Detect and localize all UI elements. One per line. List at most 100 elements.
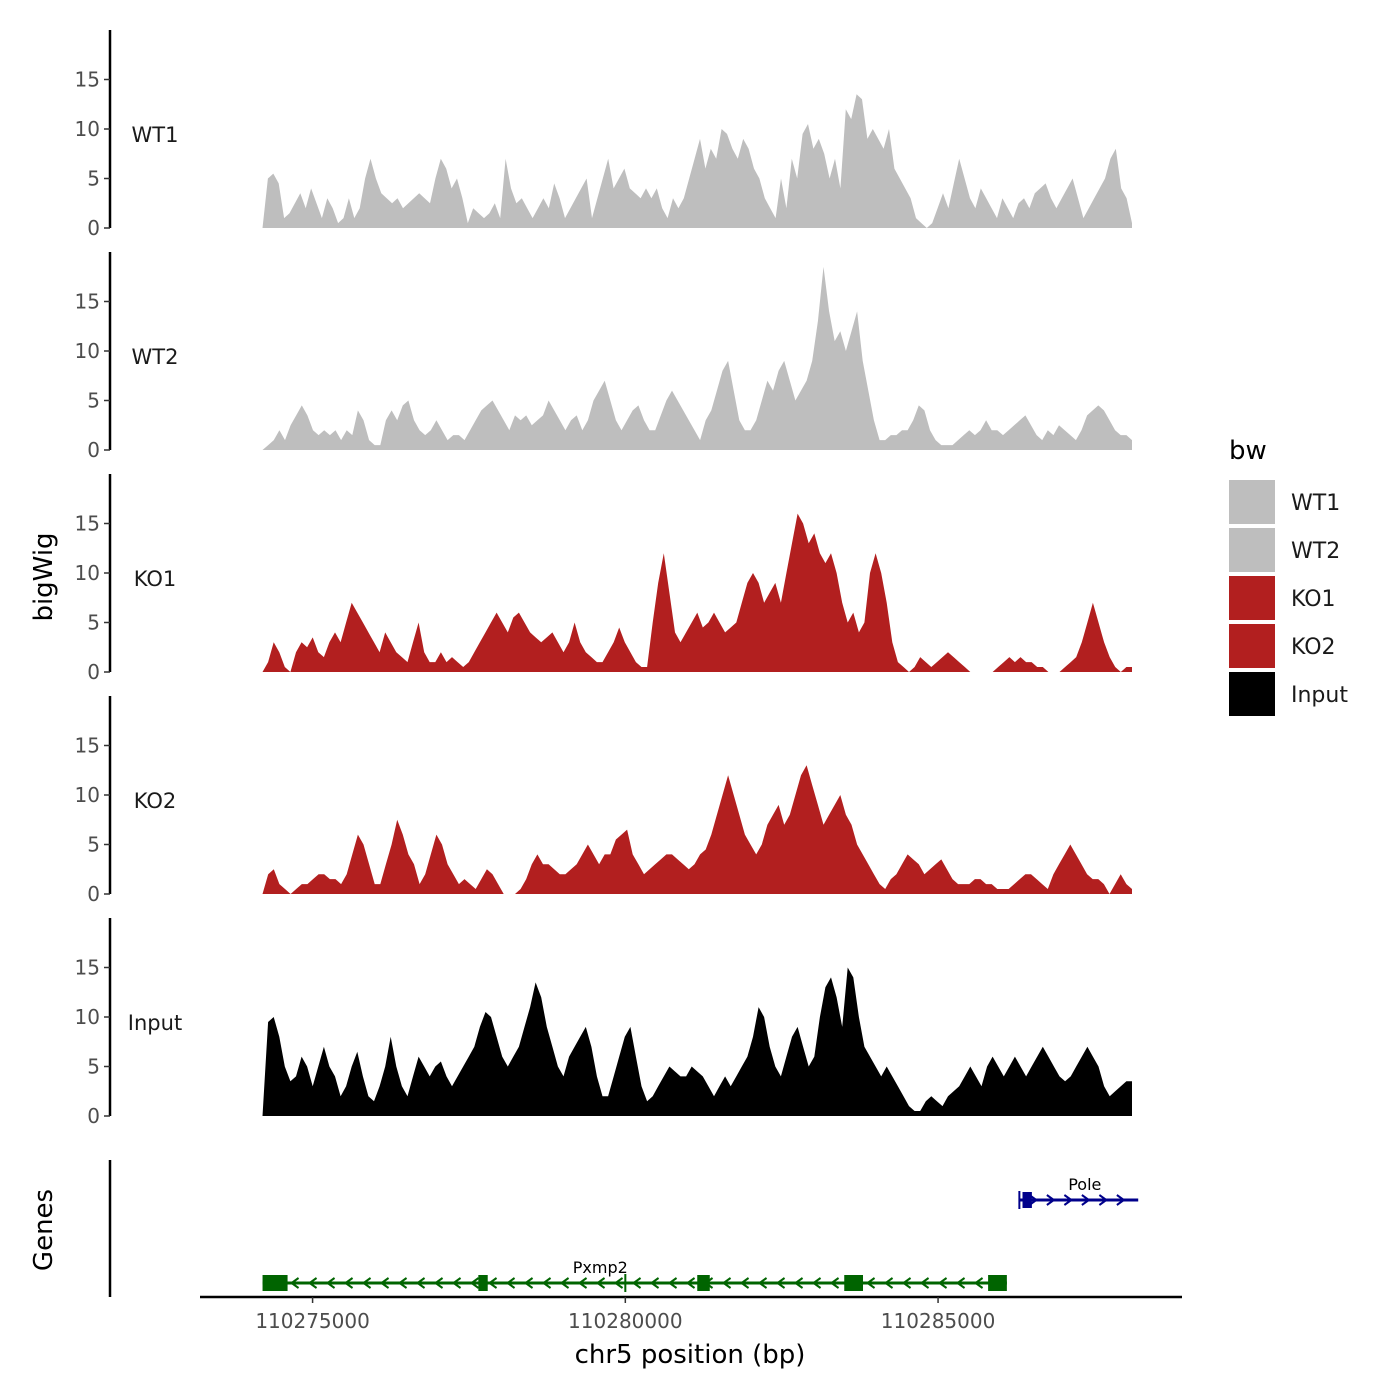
exon xyxy=(262,1275,288,1291)
strand-arrow xyxy=(685,1277,696,1289)
y-tick-label: 5 xyxy=(87,1055,100,1079)
strand-arrow xyxy=(361,1277,372,1289)
y-tick-label: 0 xyxy=(87,882,100,906)
area-wt2 xyxy=(262,266,1132,450)
gene-pole: Pole xyxy=(1018,1175,1139,1209)
legend-label-ko2: KO2 xyxy=(1291,635,1336,660)
strand-arrow xyxy=(865,1277,876,1289)
strand-arrow xyxy=(343,1277,354,1289)
genes-layer: Pxmp2 Pole xyxy=(108,1160,1139,1297)
track-label: KO1 xyxy=(134,567,177,591)
gene-pxmp2: Pxmp2 xyxy=(262,1258,1007,1292)
track-label: WT1 xyxy=(132,123,179,147)
y-tick-label: 0 xyxy=(87,216,100,240)
y-tick-label: 15 xyxy=(75,512,100,536)
track-wt1: 0 5 10 15 WT1 xyxy=(75,30,1132,240)
track-ko1: 0 5 10 15 KO1 xyxy=(75,474,1132,684)
tracks-layer: 0 5 10 15 WT1 0 5 10 15 WT2 0 5 10 15 KO1 0 5 10 15 KO2 0 5 10… xyxy=(75,30,1132,1128)
strand-arrow xyxy=(775,1277,786,1289)
legend-swatch-wt1 xyxy=(1229,480,1275,524)
strand-arrow xyxy=(577,1277,588,1289)
legend: bw WT1 WT2 KO1 KO2 Input xyxy=(1229,436,1348,716)
y-tick-label: 5 xyxy=(87,389,100,413)
strand-arrow xyxy=(919,1277,930,1289)
strand-arrow xyxy=(523,1277,534,1289)
y-tick-label: 10 xyxy=(75,339,100,363)
strand-arrow xyxy=(505,1277,516,1289)
strand-arrow xyxy=(559,1277,570,1289)
strand-arrow xyxy=(433,1277,444,1289)
strand-arrow xyxy=(901,1277,912,1289)
strand-arrow xyxy=(973,1277,984,1289)
strand-arrow xyxy=(613,1277,624,1289)
y-tick-label: 5 xyxy=(87,611,100,635)
y-axis-title-genes: Genes xyxy=(29,1189,59,1271)
legend-swatch-input xyxy=(1229,672,1275,716)
strand-arrow xyxy=(1116,1194,1126,1206)
y-tick-label: 0 xyxy=(87,1104,100,1128)
y-tick-label: 15 xyxy=(75,290,100,314)
track-input: 0 5 10 15 Input xyxy=(75,918,1132,1128)
x-tick-label: 110280000 xyxy=(568,1309,683,1333)
y-tick-label: 15 xyxy=(75,734,100,758)
track-label: Input xyxy=(128,1011,182,1035)
gene-label: Pxmp2 xyxy=(573,1258,628,1277)
x-tick-label: 110275000 xyxy=(255,1309,370,1333)
strand-arrow xyxy=(829,1277,840,1289)
strand-arrow xyxy=(397,1277,408,1289)
y-tick-label: 10 xyxy=(75,561,100,585)
exon xyxy=(988,1275,1007,1291)
y-tick-label: 10 xyxy=(75,783,100,807)
strand-arrow xyxy=(307,1277,318,1289)
x-axis-title: chr5 position (bp) xyxy=(575,1340,806,1370)
y-tick-label: 15 xyxy=(75,68,100,92)
strand-arrow xyxy=(631,1277,642,1289)
strand-arrow xyxy=(469,1277,480,1289)
strand-arrow xyxy=(487,1277,498,1289)
strand-arrow xyxy=(595,1277,606,1289)
strand-arrow xyxy=(451,1277,462,1289)
exon xyxy=(697,1275,710,1291)
y-tick-label: 5 xyxy=(87,833,100,857)
track-ko2: 0 5 10 15 KO2 xyxy=(75,696,1132,906)
y-axis-title-bigwig: bigWig xyxy=(29,532,59,621)
legend-label-wt1: WT1 xyxy=(1291,491,1340,516)
track-label: WT2 xyxy=(132,345,179,369)
strand-arrow xyxy=(649,1277,660,1289)
area-wt1 xyxy=(262,94,1132,228)
legend-swatch-wt2 xyxy=(1229,528,1275,572)
legend-swatch-ko2 xyxy=(1229,624,1275,668)
legend-label-input: Input xyxy=(1291,683,1348,708)
legend-title: bw xyxy=(1229,436,1267,466)
y-tick-label: 15 xyxy=(75,956,100,980)
y-tick-label: 0 xyxy=(87,660,100,684)
strand-arrow xyxy=(325,1277,336,1289)
strand-arrow xyxy=(541,1277,552,1289)
strand-arrow xyxy=(721,1277,732,1289)
y-tick-label: 10 xyxy=(75,1005,100,1029)
x-axis: 110275000 110280000 110285000 xyxy=(200,1295,1182,1333)
strand-arrow xyxy=(739,1277,750,1289)
exon xyxy=(478,1275,488,1291)
strand-arrow xyxy=(667,1277,678,1289)
legend-swatch-ko1 xyxy=(1229,576,1275,620)
strand-arrow xyxy=(793,1277,804,1289)
area-ko1 xyxy=(262,513,1132,672)
strand-arrow xyxy=(1046,1194,1056,1206)
legend-label-wt2: WT2 xyxy=(1291,539,1340,564)
gene-label: Pole xyxy=(1068,1175,1101,1194)
strand-arrow xyxy=(1081,1194,1091,1206)
y-tick-label: 0 xyxy=(87,438,100,462)
legend-label-ko1: KO1 xyxy=(1291,587,1336,612)
area-ko2 xyxy=(262,765,1132,894)
strand-arrow xyxy=(1098,1194,1109,1206)
strand-arrow xyxy=(289,1277,300,1289)
track-wt2: 0 5 10 15 WT2 xyxy=(75,252,1132,462)
y-tick-label: 5 xyxy=(87,167,100,191)
strand-arrow xyxy=(883,1277,894,1289)
strand-arrow xyxy=(811,1277,822,1289)
track-label: KO2 xyxy=(134,789,177,813)
strand-arrow xyxy=(1063,1194,1074,1206)
exon xyxy=(1022,1192,1032,1208)
